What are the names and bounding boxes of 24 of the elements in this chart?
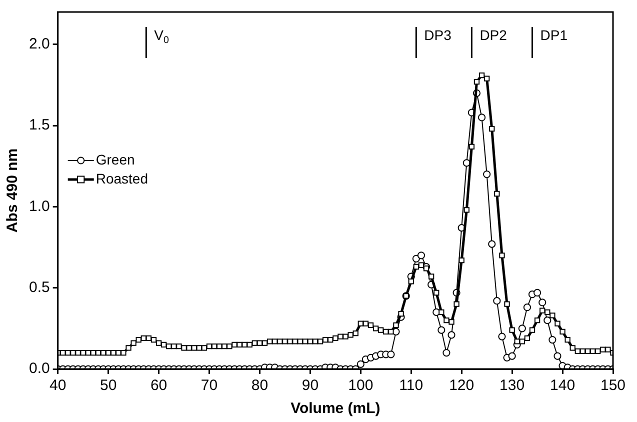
legend-label: Roasted (96, 170, 148, 186)
legend-label: Green (96, 151, 135, 168)
y-tick-label: 1.0 (28, 198, 50, 215)
x-tick-label: 150 (600, 377, 626, 394)
y-tick-label: 2.0 (28, 36, 50, 53)
x-tick-label: 130 (500, 377, 525, 394)
y-tick-label: 1.5 (28, 116, 50, 134)
x-tick-label: 140 (550, 377, 576, 394)
x-tick-label: 80 (251, 377, 268, 394)
y-axis-title: Abs 490 nm (4, 148, 22, 233)
x-tick-label: 100 (348, 377, 374, 394)
ref-line-label: DP1 (540, 26, 568, 43)
x-tick-label: 60 (150, 377, 168, 394)
ref-line-label: DP2 (480, 26, 508, 43)
x-axis-title: Volume (mL) (290, 400, 380, 418)
ref-line-label: DP3 (424, 26, 452, 43)
y-tick-label: 0.0 (28, 360, 50, 378)
x-tick-label: 110 (399, 377, 424, 394)
x-tick-label: 90 (302, 377, 319, 394)
x-tick-label: 70 (200, 377, 218, 394)
x-tick-label: 50 (100, 377, 117, 394)
y-tick-label: 0.5 (28, 279, 50, 296)
x-tick-label: 40 (50, 377, 66, 394)
x-tick-label: 120 (449, 377, 474, 394)
